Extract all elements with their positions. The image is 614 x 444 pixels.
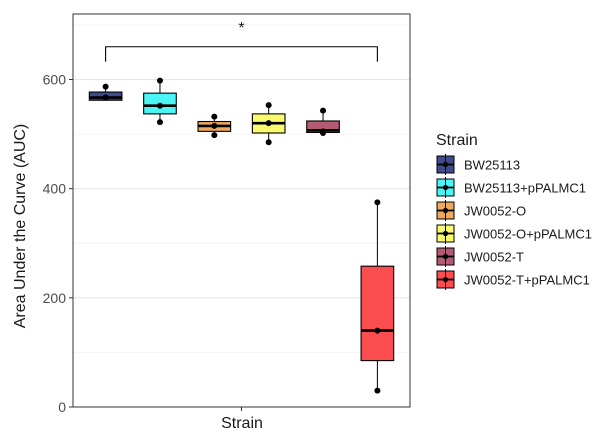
data-point: [211, 132, 218, 139]
y-tick-label: 200: [43, 290, 67, 306]
legend-label: JW0052-T+pPALMC1: [464, 273, 590, 288]
plot-area: 0 200 400 600 *: [43, 13, 411, 415]
plot-background: [73, 14, 410, 407]
data-point: [265, 102, 272, 109]
data-point: [156, 119, 163, 126]
data-point: [265, 120, 272, 127]
data-point: [211, 122, 218, 129]
legend-label: BW25113+pPALMC1: [464, 181, 586, 196]
significance-label: *: [238, 20, 244, 37]
box-group: [360, 199, 395, 394]
data-point: [374, 387, 381, 394]
legend-label: JW0052-O: [464, 204, 526, 219]
legend-key-point: [442, 276, 449, 283]
legend-label: BW25113: [464, 158, 520, 173]
y-tick-label: 400: [43, 181, 67, 197]
box: [360, 265, 395, 362]
box-group: [88, 83, 123, 101]
legend-item: JW0052-O: [436, 200, 526, 221]
data-point: [320, 107, 327, 114]
data-point: [265, 139, 272, 146]
legend-item: JW0052-O+pPALMC1: [436, 223, 592, 244]
y-tick-label: 0: [58, 399, 66, 415]
legend-key-point: [442, 161, 449, 168]
legend-item: BW25113: [436, 154, 520, 175]
data-point: [102, 94, 109, 101]
legend-key-point: [442, 230, 449, 237]
data-point: [156, 102, 163, 109]
box-group: [306, 107, 340, 136]
significance-bracket: [105, 46, 378, 62]
box-group: [197, 113, 232, 139]
legend-label: JW0052-T: [464, 250, 524, 265]
data-point: [211, 113, 218, 120]
legend-key-point: [442, 184, 449, 191]
box-group: [143, 77, 177, 126]
legend-label: JW0052-O+pPALMC1: [464, 227, 592, 242]
x-axis-title: Strain: [221, 415, 263, 432]
data-point: [320, 129, 327, 136]
legend-key-point: [442, 253, 449, 260]
data-point: [102, 83, 109, 90]
legend-item: JW0052-T+pPALMC1: [436, 269, 590, 290]
legend: Strain BW25113 BW25113+pPALMC1 JW0052-O JW0…: [436, 132, 592, 290]
legend-title: Strain: [436, 132, 478, 149]
box-group: [251, 102, 286, 146]
y-tick-label: 600: [43, 72, 67, 88]
legend-key-point: [442, 207, 449, 214]
data-point: [156, 77, 163, 84]
data-point: [374, 327, 381, 334]
legend-item: BW25113+pPALMC1: [436, 177, 586, 198]
legend-item: JW0052-T: [436, 246, 524, 267]
y-axis-title: Area Under the Curve (AUC): [12, 124, 29, 329]
data-point: [374, 199, 381, 206]
